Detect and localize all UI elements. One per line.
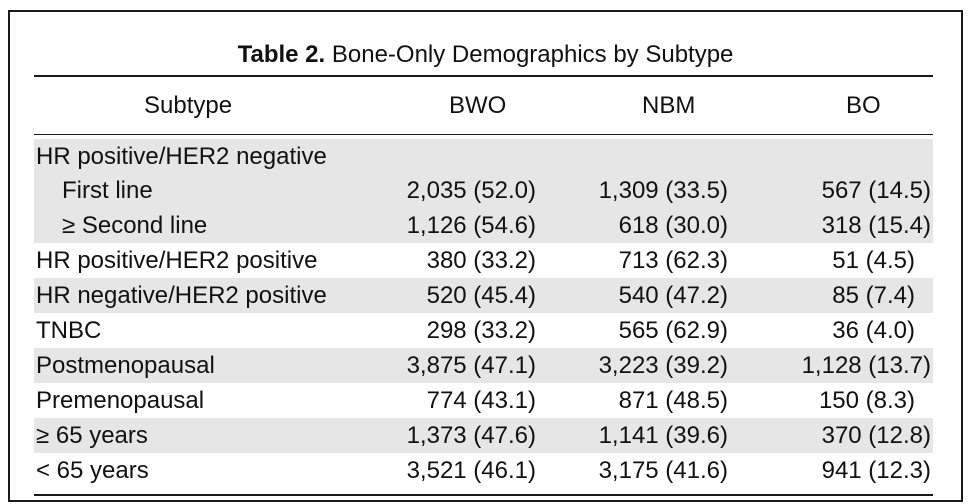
table-row: HR positive/HER2 negative xyxy=(34,139,933,173)
row-label: HR positive/HER2 negative xyxy=(36,143,327,170)
table-row: TNBC 298 (33.2) 565 (62.9) 36 (4.0) xyxy=(34,313,933,348)
table-caption: Table 2. Bone-Only Demographics by Subty… xyxy=(10,40,961,70)
cell-bo: 85 (7.4) xyxy=(832,282,915,309)
row-label: HR positive/HER2 positive xyxy=(36,247,318,274)
cell-nbm: 1,141 (39.6) xyxy=(598,422,728,449)
cell-bwo: 774 (43.1) xyxy=(426,387,536,414)
cell-nbm: 618 (30.0) xyxy=(618,212,728,239)
cell-bo: 567 (14.5) xyxy=(821,177,931,204)
table-row: Postmenopausal 3,875 (47.1) 3,223 (39.2)… xyxy=(34,348,933,383)
table-row: HR negative/HER2 positive 520 (45.4) 540… xyxy=(34,278,933,313)
table-caption-title: Bone-Only Demographics by Subtype xyxy=(331,41,734,68)
top-rule xyxy=(34,75,933,77)
row-label: Postmenopausal xyxy=(36,352,215,379)
cell-bwo: 1,126 (54.6) xyxy=(406,212,536,239)
cell-bo: 150 (8.3) xyxy=(818,387,915,414)
table-row: < 65 years 3,521 (46.1) 3,175 (41.6) 941… xyxy=(34,453,933,488)
table-row: Premenopausal 774 (43.1) 871 (48.5) 150 … xyxy=(34,383,933,418)
cell-bo: 318 (15.4) xyxy=(821,212,931,239)
table-header-row: Subtype BWO NBM BO xyxy=(34,80,933,132)
cell-bo: 1,128 (13.7) xyxy=(801,352,931,379)
cell-nbm: 713 (62.3) xyxy=(618,247,728,274)
cell-bwo: 380 (33.2) xyxy=(426,247,536,274)
header-rule xyxy=(34,134,933,135)
table-row: First line 2,035 (52.0) 1,309 (33.5) 567… xyxy=(34,173,933,208)
cell-bo: 36 (4.0) xyxy=(832,317,915,344)
cell-bo: 51 (4.5) xyxy=(832,247,915,274)
cell-bwo: 298 (33.2) xyxy=(426,317,536,344)
cell-bwo: 3,521 (46.1) xyxy=(406,457,536,484)
cell-bo: 941 (12.3) xyxy=(821,457,931,484)
column-header-bo: BO xyxy=(846,92,881,119)
table-caption-label: Table 2. xyxy=(237,41,326,68)
table-frame: Table 2. Bone-Only Demographics by Subty… xyxy=(8,10,963,502)
cell-nbm: 3,175 (41.6) xyxy=(598,457,728,484)
cell-nbm: 540 (47.2) xyxy=(618,282,728,309)
cell-bo: 370 (12.8) xyxy=(821,422,931,449)
cell-bwo: 3,875 (47.1) xyxy=(406,352,536,379)
row-label: HR negative/HER2 positive xyxy=(36,282,327,309)
column-header-bwo: BWO xyxy=(449,92,507,119)
row-label: ≥ Second line xyxy=(62,212,208,239)
table-body: HR positive/HER2 negative First line 2,0… xyxy=(34,139,933,488)
cell-bwo: 2,035 (52.0) xyxy=(406,177,536,204)
cell-nbm: 1,309 (33.5) xyxy=(598,177,728,204)
cell-bwo: 520 (45.4) xyxy=(426,282,536,309)
bottom-rule xyxy=(34,494,933,496)
cell-nbm: 3,223 (39.2) xyxy=(598,352,728,379)
row-label: Premenopausal xyxy=(36,387,205,414)
column-header-subtype: Subtype xyxy=(144,92,233,119)
row-label: TNBC xyxy=(36,317,102,344)
row-label: < 65 years xyxy=(36,457,149,484)
table-row: HR positive/HER2 positive 380 (33.2) 713… xyxy=(34,243,933,278)
cell-nbm: 565 (62.9) xyxy=(618,317,728,344)
cell-bwo: 1,373 (47.6) xyxy=(406,422,536,449)
table-row: ≥ 65 years 1,373 (47.6) 1,141 (39.6) 370… xyxy=(34,418,933,453)
row-label: First line xyxy=(62,177,153,204)
row-label: ≥ 65 years xyxy=(36,422,148,449)
column-header-nbm: NBM xyxy=(642,92,696,119)
cell-nbm: 871 (48.5) xyxy=(618,387,728,414)
table-row: ≥ Second line 1,126 (54.6) 618 (30.0) 31… xyxy=(34,208,933,243)
